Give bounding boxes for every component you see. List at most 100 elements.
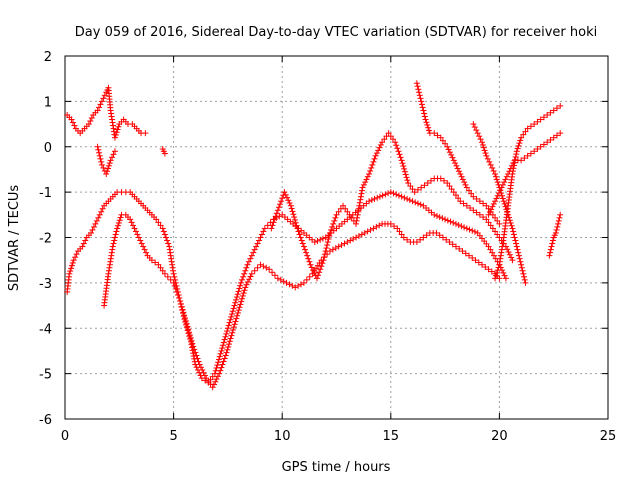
data-point (446, 239, 453, 246)
data-point (306, 273, 313, 280)
x-tick-label: 5 (169, 429, 177, 444)
data-point (377, 141, 384, 148)
data-point (112, 131, 119, 138)
data-point (494, 231, 501, 238)
data-point (278, 198, 285, 205)
data-point (88, 229, 95, 236)
data-point (518, 264, 525, 271)
data-point (452, 160, 459, 167)
data-point (411, 189, 418, 196)
data-point (350, 236, 357, 243)
data-point (423, 119, 430, 126)
data-point (422, 116, 429, 123)
data-point (340, 202, 347, 209)
data-point (367, 226, 374, 233)
data-point (373, 223, 380, 230)
data-point (89, 226, 96, 233)
data-point (482, 150, 489, 157)
data-point (230, 305, 237, 312)
data-point (503, 173, 510, 180)
data-point (137, 237, 144, 244)
data-point (416, 89, 423, 96)
data-point (194, 355, 201, 362)
data-point (164, 237, 171, 244)
data-point (68, 262, 75, 269)
data-point (167, 276, 174, 283)
data-point (228, 311, 235, 318)
data-point (283, 194, 290, 201)
data-point (423, 232, 430, 239)
data-point (466, 226, 473, 233)
data-point (230, 326, 237, 333)
data-point (161, 270, 168, 277)
x-tick-label: 20 (491, 429, 508, 444)
data-point (518, 157, 525, 164)
data-point (200, 369, 207, 376)
data-point (506, 168, 513, 175)
data-point (509, 257, 516, 264)
data-point (394, 225, 401, 232)
data-point (483, 216, 490, 223)
data-point (71, 122, 78, 129)
data-point (374, 194, 381, 201)
data-point (431, 130, 438, 137)
data-point (209, 384, 216, 391)
data-point (332, 214, 339, 221)
data-point (228, 332, 235, 339)
data-point (256, 237, 263, 244)
data-point (257, 261, 264, 268)
data-point (241, 270, 248, 277)
data-point (371, 155, 378, 162)
data-point (419, 104, 426, 111)
data-point (459, 176, 466, 183)
data-point (418, 98, 425, 105)
data-point (544, 111, 551, 118)
data-point (159, 225, 166, 232)
data-point (490, 252, 497, 259)
data-point (522, 279, 529, 286)
data-point (331, 217, 338, 224)
data-point (510, 228, 517, 235)
data-point (442, 216, 449, 223)
data-point (214, 373, 221, 380)
data-point (471, 228, 478, 235)
data-point (228, 313, 235, 320)
data-point (461, 179, 468, 186)
data-point (425, 124, 432, 131)
data-point (110, 151, 117, 158)
data-point (439, 215, 446, 222)
data-point (487, 161, 494, 168)
data-point (308, 264, 315, 271)
data-point (300, 243, 307, 250)
data-point (446, 183, 453, 190)
data-point (556, 214, 563, 221)
data-point (508, 254, 515, 261)
x-tick-label: 15 (383, 429, 400, 444)
data-point (396, 151, 403, 158)
data-point (225, 322, 232, 329)
data-point (155, 261, 162, 268)
data-point (405, 180, 412, 187)
data-point (289, 208, 296, 215)
data-point (157, 264, 164, 271)
data-point (159, 267, 166, 274)
data-point (463, 225, 470, 232)
data-point (274, 275, 281, 282)
data-point (171, 273, 178, 280)
data-point (113, 129, 120, 136)
data-point (173, 288, 180, 295)
data-point (516, 255, 523, 262)
data-point (515, 252, 522, 259)
data-point (164, 273, 171, 280)
data-point (502, 275, 509, 282)
data-point (416, 92, 423, 99)
data-point (269, 269, 276, 276)
data-point (436, 232, 443, 239)
data-point (348, 214, 355, 221)
data-point (537, 116, 544, 123)
data-point (148, 257, 155, 264)
data-point (191, 346, 198, 353)
data-point (418, 184, 425, 191)
data-point (268, 225, 275, 232)
data-point (346, 211, 353, 218)
